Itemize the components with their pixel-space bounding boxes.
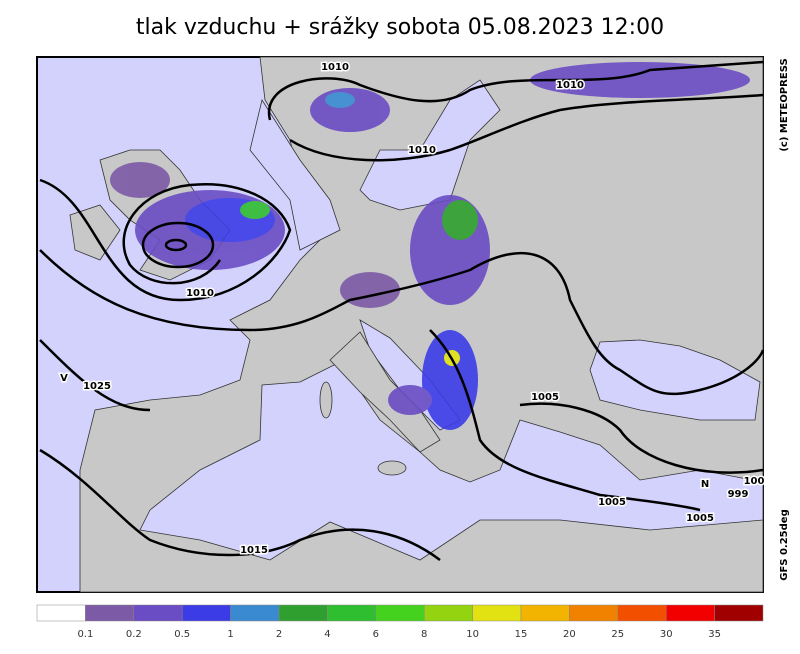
- legend-swatch: [181, 604, 231, 622]
- map-title: tlak vzduchu + srážky sobota 05.08.2023 …: [136, 15, 664, 40]
- legend-label: 0.5: [174, 629, 190, 640]
- legend-swatch: [665, 604, 715, 622]
- copyright: (c) METEOPRESS: [779, 58, 790, 151]
- legend: 0.1 0.2 0.5 1 2 4 6 8 10 15 20 25 30 35: [36, 604, 764, 640]
- legend-label: 8: [421, 629, 427, 640]
- legend-label: 15: [515, 629, 528, 640]
- legend-swatch: [230, 604, 280, 622]
- legend-swatch: [133, 604, 183, 622]
- legend-label: 30: [660, 629, 673, 640]
- legend-label: 4: [324, 629, 330, 640]
- precipitation: [110, 62, 750, 430]
- legend-swatch: [85, 604, 135, 622]
- legend-label: 25: [611, 629, 624, 640]
- legend-label: 20: [563, 629, 576, 640]
- legend-swatch: [472, 604, 522, 622]
- legend-label: 1: [227, 629, 233, 640]
- isobar-label: 1005: [531, 392, 559, 403]
- legend-swatch: [714, 604, 764, 622]
- legend-swatch: [36, 604, 86, 622]
- legend-swatch: [375, 604, 425, 622]
- isobar-label: 1005: [686, 513, 714, 524]
- isobar-label: 1005: [598, 497, 626, 508]
- legend-swatch: [278, 604, 328, 622]
- high-letter: V: [60, 373, 68, 384]
- legend-label: 2: [276, 629, 282, 640]
- isobar-label: 1015: [240, 545, 268, 556]
- legend-label: 10: [466, 629, 479, 640]
- legend-label: 0.2: [126, 629, 142, 640]
- isobars: [39, 60, 765, 562]
- legend-swatch: [569, 604, 619, 622]
- legend-swatch: [520, 604, 570, 622]
- isobar-label: 1010: [408, 145, 436, 156]
- map: 1010 1010 1010 1010 1005 1005 1005 1015 …: [36, 56, 766, 593]
- model-label: GFS 0.25deg: [779, 509, 790, 581]
- isobar-label: 1010: [556, 80, 584, 91]
- legend-swatch: [327, 604, 377, 622]
- isobar-label: 1010: [186, 288, 214, 299]
- legend-swatch: [617, 604, 667, 622]
- low-letter: N: [701, 479, 709, 490]
- high-value: 1025: [83, 381, 111, 392]
- legend-label: 6: [373, 629, 379, 640]
- legend-swatch: [423, 604, 473, 622]
- legend-label: 35: [708, 629, 721, 640]
- isobar-label: 100: [744, 476, 765, 487]
- low-value: 999: [728, 489, 749, 500]
- legend-label: 0.1: [77, 629, 93, 640]
- isobar-label: 1010: [321, 62, 349, 73]
